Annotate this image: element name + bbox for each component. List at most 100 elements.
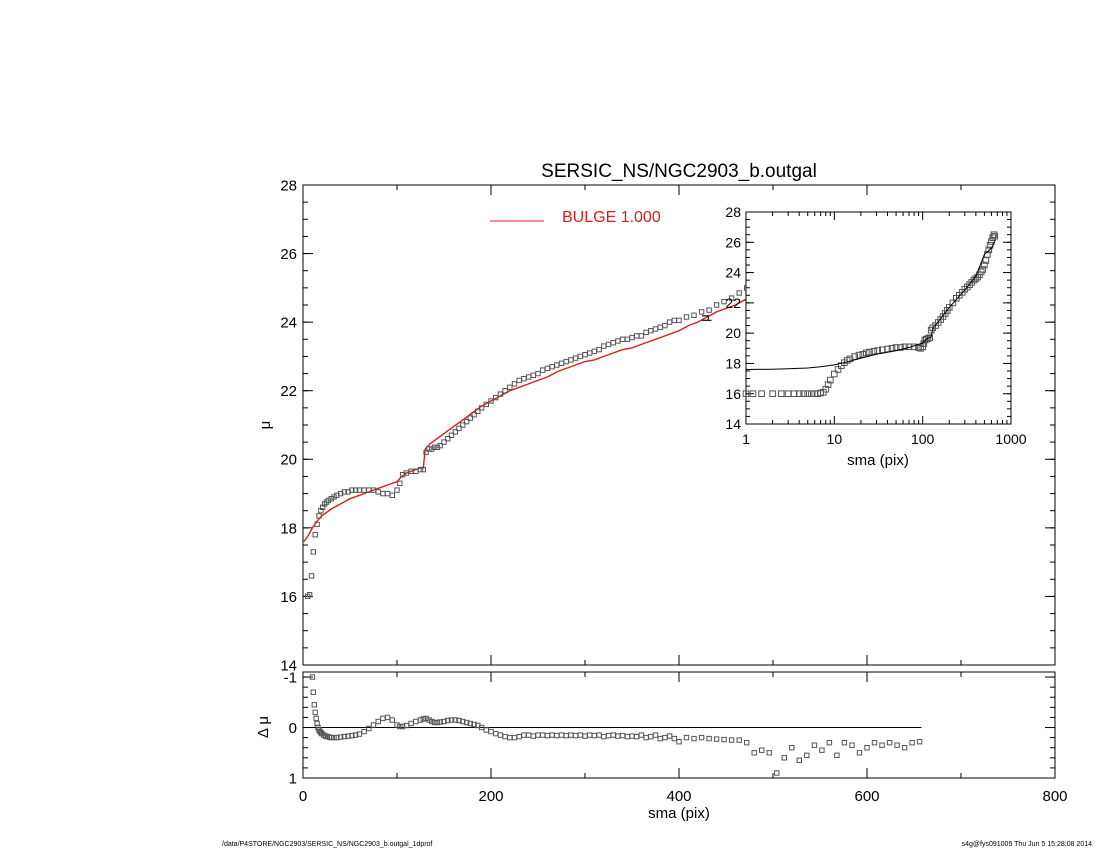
- inset-point-0-17: [827, 376, 834, 384]
- resid-point-0-42: [431, 719, 438, 726]
- inset-point-0-78: [991, 232, 999, 240]
- resid-point-0-4: [313, 715, 319, 722]
- resid-point-0-71: [554, 732, 560, 739]
- main-point-1-90: [657, 324, 663, 331]
- main-point-1-101: [728, 295, 735, 301]
- resid-point-0-44: [437, 719, 443, 725]
- main-point-1-72: [572, 355, 579, 361]
- resid-point-0-127: [901, 745, 908, 751]
- main-point-1-54: [488, 398, 494, 404]
- main-point-1-71: [568, 357, 574, 363]
- resid-point-0-86: [624, 733, 630, 740]
- resid-point-0-110: [774, 770, 780, 776]
- y-tick-label-resid-0: -1: [284, 669, 297, 686]
- main-point-1-60: [516, 377, 522, 384]
- inset-point-0-69: [979, 266, 987, 273]
- y-tick-label-main-0: 14: [280, 657, 297, 674]
- resid-point-0-47: [448, 717, 455, 723]
- resid-point-0-66: [530, 733, 536, 739]
- main-point-1-99: [713, 302, 720, 308]
- inset-point-0-15: [822, 385, 830, 393]
- resid-point-0-82: [605, 732, 612, 739]
- main-point-1-18: [349, 487, 355, 493]
- footer-timestamp: s4g@fys091005 Thu Jun 5 15:28:08 2014: [961, 841, 1092, 848]
- resid-point-0-124: [879, 742, 885, 748]
- inset-point-0-30: [874, 347, 882, 354]
- main-point-1-53: [483, 401, 490, 408]
- inset-point-0-55: [946, 304, 953, 311]
- inset-series-line-1: [745, 240, 996, 370]
- resid-point-0-85: [619, 732, 626, 739]
- resid-point-0-96: [671, 735, 677, 742]
- resid-point-0-29: [384, 714, 391, 721]
- resid-point-0-109: [766, 750, 772, 756]
- resid-point-0-57: [488, 728, 494, 735]
- main-point-1-37: [426, 446, 432, 452]
- resid-point-0-1: [310, 689, 317, 695]
- main-point-1-100: [721, 298, 727, 305]
- resid-point-0-114: [804, 752, 810, 758]
- resid-point-0-102: [713, 736, 720, 742]
- inset-point-0-56: [949, 299, 957, 307]
- resid-point-0-65: [525, 732, 532, 738]
- x-tick-label-inset-2: 100: [911, 431, 935, 447]
- resid-point-0-104: [728, 737, 735, 743]
- resid-point-0-68: [540, 732, 546, 738]
- resid-point-0-49: [456, 717, 462, 724]
- inset-point-0-47: [927, 326, 935, 334]
- y-tick-label-main-1: 16: [280, 589, 297, 606]
- main-point-1-13: [331, 494, 337, 500]
- resid-point-0-129: [916, 739, 923, 745]
- inset-point-0-70: [981, 261, 988, 269]
- resid-point-0-69: [544, 732, 551, 739]
- resid-point-0-121: [856, 750, 863, 756]
- resid-point-0-93: [657, 735, 663, 742]
- main-point-1-75: [587, 350, 593, 356]
- resid-point-0-0: [309, 674, 316, 680]
- resid-point-0-35: [408, 720, 414, 727]
- resid-point-0-100: [698, 734, 705, 741]
- main-point-1-85: [634, 333, 640, 339]
- main-point-1-55: [493, 394, 499, 401]
- main-point-1-43: [445, 436, 451, 442]
- x-tick-label-resid-0: 0: [299, 788, 307, 805]
- resid-point-0-90: [643, 734, 649, 741]
- resid-point-0-94: [662, 734, 668, 741]
- main-point-1-83: [624, 336, 630, 343]
- y-tick-label-main-7: 28: [280, 177, 297, 194]
- resid-point-0-123: [871, 740, 878, 746]
- residual-y-axis-label: Δ μ: [255, 716, 272, 738]
- main-point-1-91: [662, 322, 668, 329]
- residual-x-axis-label: sma (pix): [648, 805, 710, 822]
- main-point-1-2: [308, 573, 315, 579]
- resid-point-0-115: [811, 742, 818, 748]
- resid-point-0-50: [460, 718, 466, 725]
- legend-label: BULGE 1.000: [562, 209, 661, 226]
- resid-point-0-122: [864, 745, 870, 751]
- main-point-1-88: [648, 328, 654, 334]
- resid-point-0-77: [582, 733, 588, 739]
- main-point-1-50: [471, 412, 477, 418]
- main-point-1-47: [460, 422, 466, 428]
- resid-point-0-51: [463, 719, 470, 726]
- inset-point-0-25: [855, 351, 863, 359]
- main-point-1-86: [638, 333, 645, 339]
- inset-point-0-4: [777, 390, 785, 397]
- inset-point-0-44: [923, 335, 930, 343]
- resid-point-0-62: [511, 734, 518, 741]
- resid-point-0-70: [549, 732, 555, 738]
- inset-point-0-28: [866, 348, 873, 356]
- resid-point-0-24: [361, 728, 367, 735]
- main-point-1-87: [643, 329, 649, 336]
- resid-point-0-45: [441, 718, 447, 725]
- y-tick-label-resid-1: 0: [289, 720, 297, 737]
- resid-point-0-98: [683, 734, 690, 741]
- resid-point-0-37: [417, 717, 424, 723]
- main-point-1-51: [475, 408, 481, 415]
- resid-point-0-88: [634, 733, 640, 740]
- inset-point-0-8: [800, 390, 808, 397]
- y-tick-label-inset-1: 16: [725, 386, 741, 402]
- y-tick-label-main-3: 20: [280, 452, 297, 469]
- residual-panel: Δ μ sma (pix) 0 200 400 600 800-101: [255, 669, 1068, 822]
- main-point-1-67: [549, 364, 555, 370]
